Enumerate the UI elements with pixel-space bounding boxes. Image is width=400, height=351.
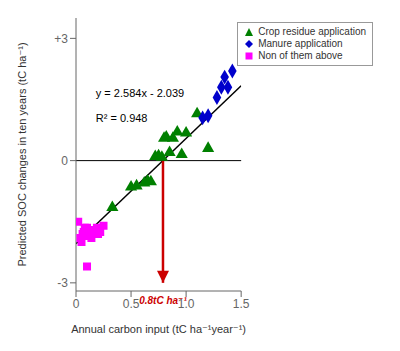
svg-text:R² = 0.948: R² = 0.948 bbox=[96, 112, 148, 124]
svg-text:+3: +3 bbox=[54, 32, 68, 46]
html-text:Crop residue application: Crop residue application bbox=[258, 26, 366, 37]
svg-text:0.5: 0.5 bbox=[123, 297, 140, 311]
svg-text:y = 2.584x - 2.039: y = 2.584x - 2.039 bbox=[96, 87, 184, 99]
svg-text:Predicted SOC changes in ten y: Predicted SOC changes in ten years (tC h… bbox=[16, 42, 28, 266]
svg-text:0: 0 bbox=[73, 297, 80, 311]
html-text:Manure application: Manure application bbox=[258, 38, 343, 49]
svg-text:-3: -3 bbox=[57, 276, 68, 290]
svg-text:1.0: 1.0 bbox=[178, 297, 195, 311]
svg-text:1.5: 1.5 bbox=[233, 297, 250, 311]
svg-text:0.8tC ha⁻¹: 0.8tC ha⁻¹ bbox=[139, 295, 187, 307]
svg-text:0: 0 bbox=[61, 154, 68, 168]
html-text:Non of them above: Non of them above bbox=[258, 50, 343, 61]
svg-text:Annual carbon input (tC ha⁻¹ye: Annual carbon input (tC ha⁻¹year⁻¹) bbox=[71, 323, 246, 335]
